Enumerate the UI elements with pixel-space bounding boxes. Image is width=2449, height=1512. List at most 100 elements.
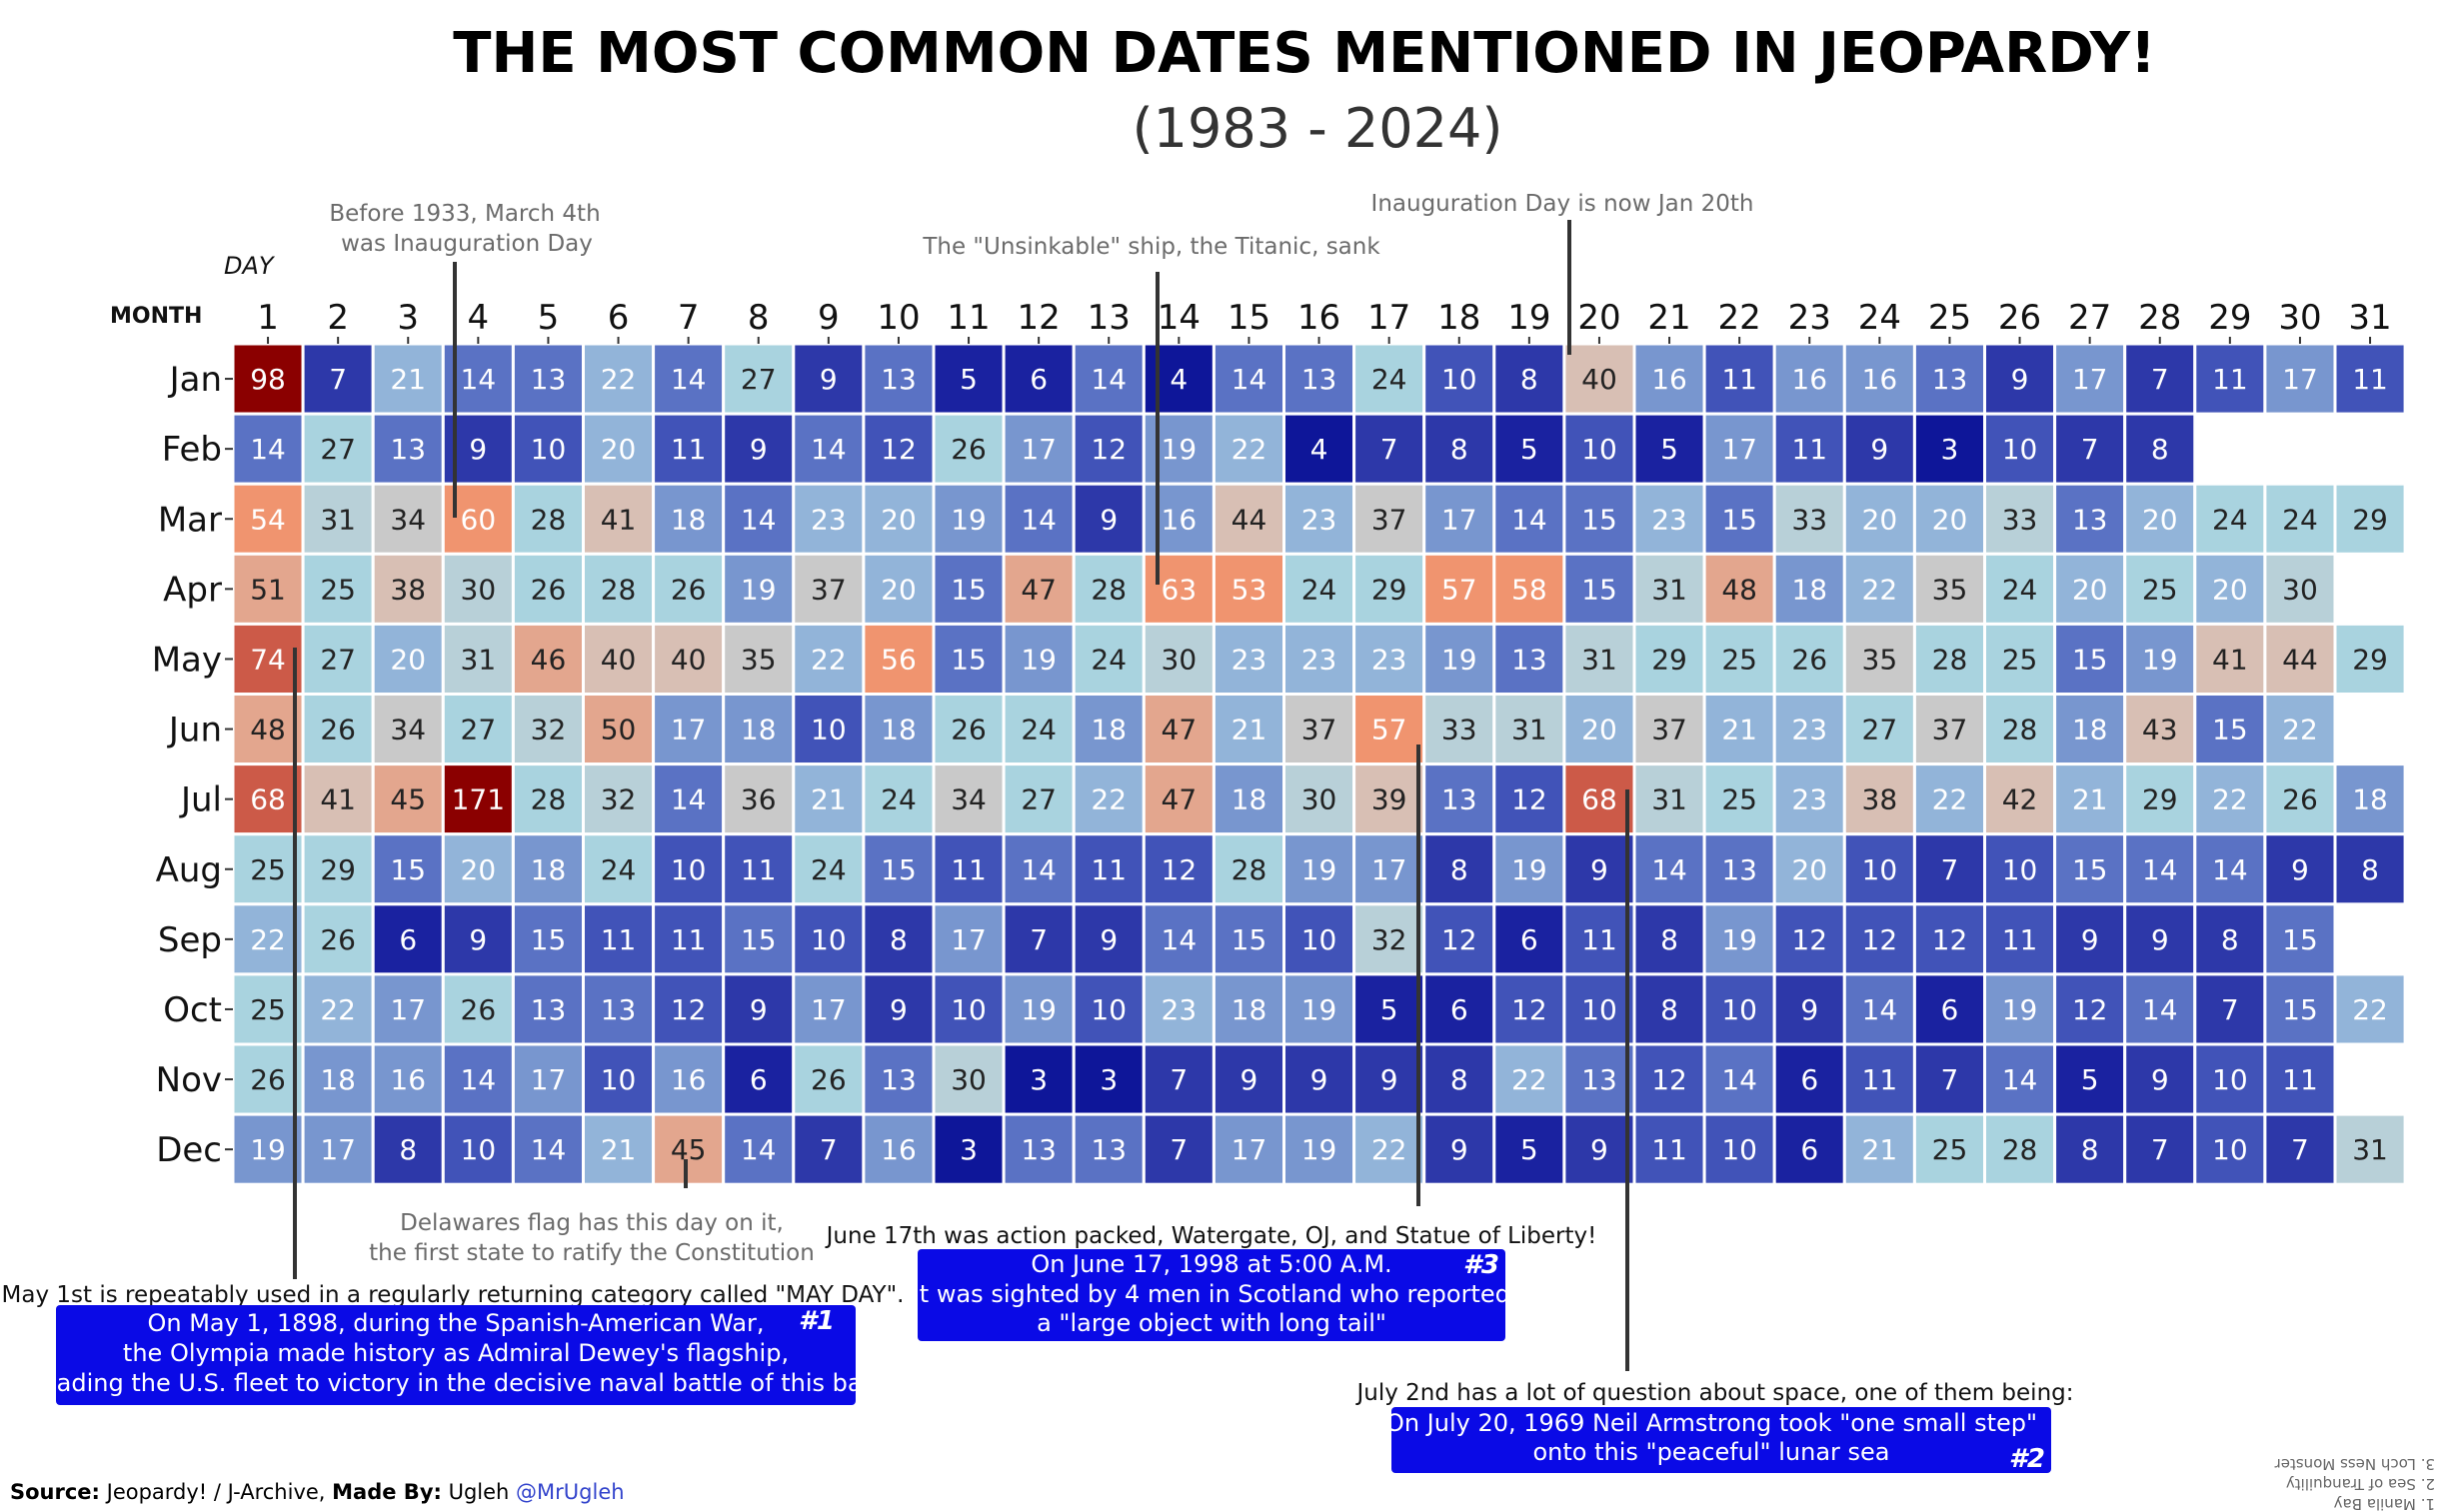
heatmap-cell-value: 37 (1371, 503, 1407, 536)
month-tick-label: Jun (167, 711, 222, 751)
heatmap-cell (1772, 622, 1846, 697)
heatmap-cell-value: 12 (2072, 993, 2108, 1026)
day-tick-label: 1 (257, 298, 279, 338)
month-tick-label: Oct (163, 990, 222, 1030)
heatmap-cell-value: 10 (1301, 923, 1337, 956)
heatmap-cell-value: 10 (2002, 433, 2038, 466)
heatmap-cell (652, 552, 726, 626)
heatmap-cell-value: 36 (741, 783, 777, 816)
heatmap-cell-value: 3 (1100, 1063, 1118, 1096)
heatmap-cell-value: 9 (2081, 923, 2099, 956)
day-tick-label: 16 (1297, 298, 1340, 338)
heatmap-cell-value: 14 (2212, 853, 2248, 886)
heatmap-cell-value: 10 (811, 714, 847, 747)
heatmap-cell-value: 14 (741, 503, 777, 536)
fact-3-line1: On June 17, 1998 at 5:00 A.M. (1031, 1250, 1391, 1278)
heatmap-cell-value: 17 (2072, 363, 2108, 396)
day-tick-label: 20 (1577, 298, 1620, 338)
heatmap-cell-value: 22 (1091, 783, 1127, 816)
heatmap-cell-value: 24 (2282, 503, 2318, 536)
annotation-delaware-line1: Delawares flag has this day on it, (400, 1210, 784, 1236)
heatmap-cell (792, 552, 866, 626)
heatmap-cell (1212, 482, 1286, 556)
heatmap-cell-value: 21 (390, 363, 426, 396)
heatmap-cell (2053, 832, 2127, 906)
heatmap-cell (1772, 832, 1846, 906)
heatmap-cell-value: 14 (1162, 923, 1198, 956)
day-tick-label: 13 (1088, 298, 1131, 338)
heatmap-cell-value: 14 (1231, 363, 1267, 396)
heatmap-cell-value: 5 (1520, 433, 1538, 466)
heatmap-cell-value: 23 (1791, 783, 1827, 816)
heatmap-cell-value: 34 (951, 783, 987, 816)
heatmap-cell-value: 19 (1021, 993, 1057, 1026)
day-tick-label: 15 (1227, 298, 1270, 338)
heatmap-cell-value: 9 (820, 363, 838, 396)
heatmap-cell-value: 9 (750, 993, 768, 1026)
heatmap-cell (582, 1042, 656, 1116)
heatmap-cell-value: 13 (1441, 783, 1477, 816)
heatmap-cell-value: 6 (750, 1063, 768, 1096)
heatmap-cell-value: 98 (250, 363, 286, 396)
heatmap-cell (792, 693, 866, 766)
heatmap-cell-value: 17 (390, 993, 426, 1026)
heatmap-cell-value: 21 (1721, 714, 1757, 747)
heatmap-cell (862, 762, 936, 836)
day-tick-label: 6 (608, 298, 630, 338)
heatmap-cell-value: 28 (2002, 1133, 2038, 1166)
heatmap-cell (2123, 622, 2197, 697)
heatmap-cell (1422, 482, 1496, 556)
heatmap-cell-value: 8 (2081, 1133, 2099, 1166)
heatmap-cell-value: 6 (399, 923, 417, 956)
heatmap-cell (652, 902, 726, 976)
heatmap-cell (1983, 1112, 2057, 1186)
heatmap-cell-value: 22 (1371, 1133, 1407, 1166)
heatmap-cell-value: 33 (1791, 503, 1827, 536)
heatmap-cell (1492, 622, 1566, 697)
heatmap-cell (2333, 762, 2407, 836)
heatmap-cell (1352, 1112, 1426, 1186)
heatmap-cell (1983, 972, 2057, 1046)
heatmap-cell (792, 832, 866, 906)
heatmap-cell (792, 482, 866, 556)
heatmap-cell-value: 10 (1441, 363, 1477, 396)
annotation-titanic: The "Unsinkable" ship, the Titanic, sank (922, 234, 1380, 260)
heatmap-cell-value: 12 (1932, 923, 1968, 956)
heatmap-cell-value: 29 (1371, 573, 1407, 606)
heatmap-cell-value: 15 (1721, 503, 1757, 536)
heatmap-cell-value: 22 (250, 923, 286, 956)
heatmap-cell (1352, 342, 1426, 416)
heatmap-cell (1772, 972, 1846, 1046)
heatmap-cell (1212, 972, 1286, 1046)
heatmap-cell-value: 18 (531, 853, 567, 886)
heatmap-cell-value: 18 (881, 714, 917, 747)
annotation-march4-line1: Before 1933, March 4th (329, 201, 600, 227)
heatmap-cell-value: 5 (960, 363, 978, 396)
heatmap-cell-value: 9 (2011, 363, 2029, 396)
heatmap-cell (231, 622, 305, 697)
day-tick-label: 25 (1928, 298, 1971, 338)
fact-box-1-bg (56, 1305, 856, 1405)
heatmap-cell (2263, 1042, 2337, 1116)
heatmap-cell-value: 19 (1301, 993, 1337, 1026)
fact-3-line2: it was sighted by 4 men in Scotland who … (913, 1280, 1510, 1308)
heatmap-cell-value: 7 (2291, 1133, 2309, 1166)
heatmap-cell-value: 17 (320, 1133, 356, 1166)
author-handle[interactable]: @MrUgleh (516, 1480, 625, 1504)
heatmap-cell-value: 31 (2352, 1133, 2388, 1166)
heatmap-cell-value: 25 (2142, 573, 2178, 606)
heatmap-cell-value: 7 (1170, 1063, 1188, 1096)
heatmap-cell-value: 18 (741, 714, 777, 747)
heatmap-cell-value: 44 (2282, 643, 2318, 676)
heatmap-cell (1912, 622, 1987, 697)
heatmap-cell-value: 48 (1721, 573, 1757, 606)
heatmap-cell-value: 19 (1162, 433, 1198, 466)
heatmap-cell-value: 10 (811, 923, 847, 956)
heatmap-cell (1912, 762, 1987, 836)
heatmap-cell (652, 622, 726, 697)
heatmap-cell-value: 10 (1862, 853, 1898, 886)
heatmap-cell (301, 1112, 375, 1186)
heatmap-cell-value: 33 (2002, 503, 2038, 536)
heatmap-cell (722, 762, 796, 836)
heatmap-cell-value: 4 (1170, 363, 1188, 396)
